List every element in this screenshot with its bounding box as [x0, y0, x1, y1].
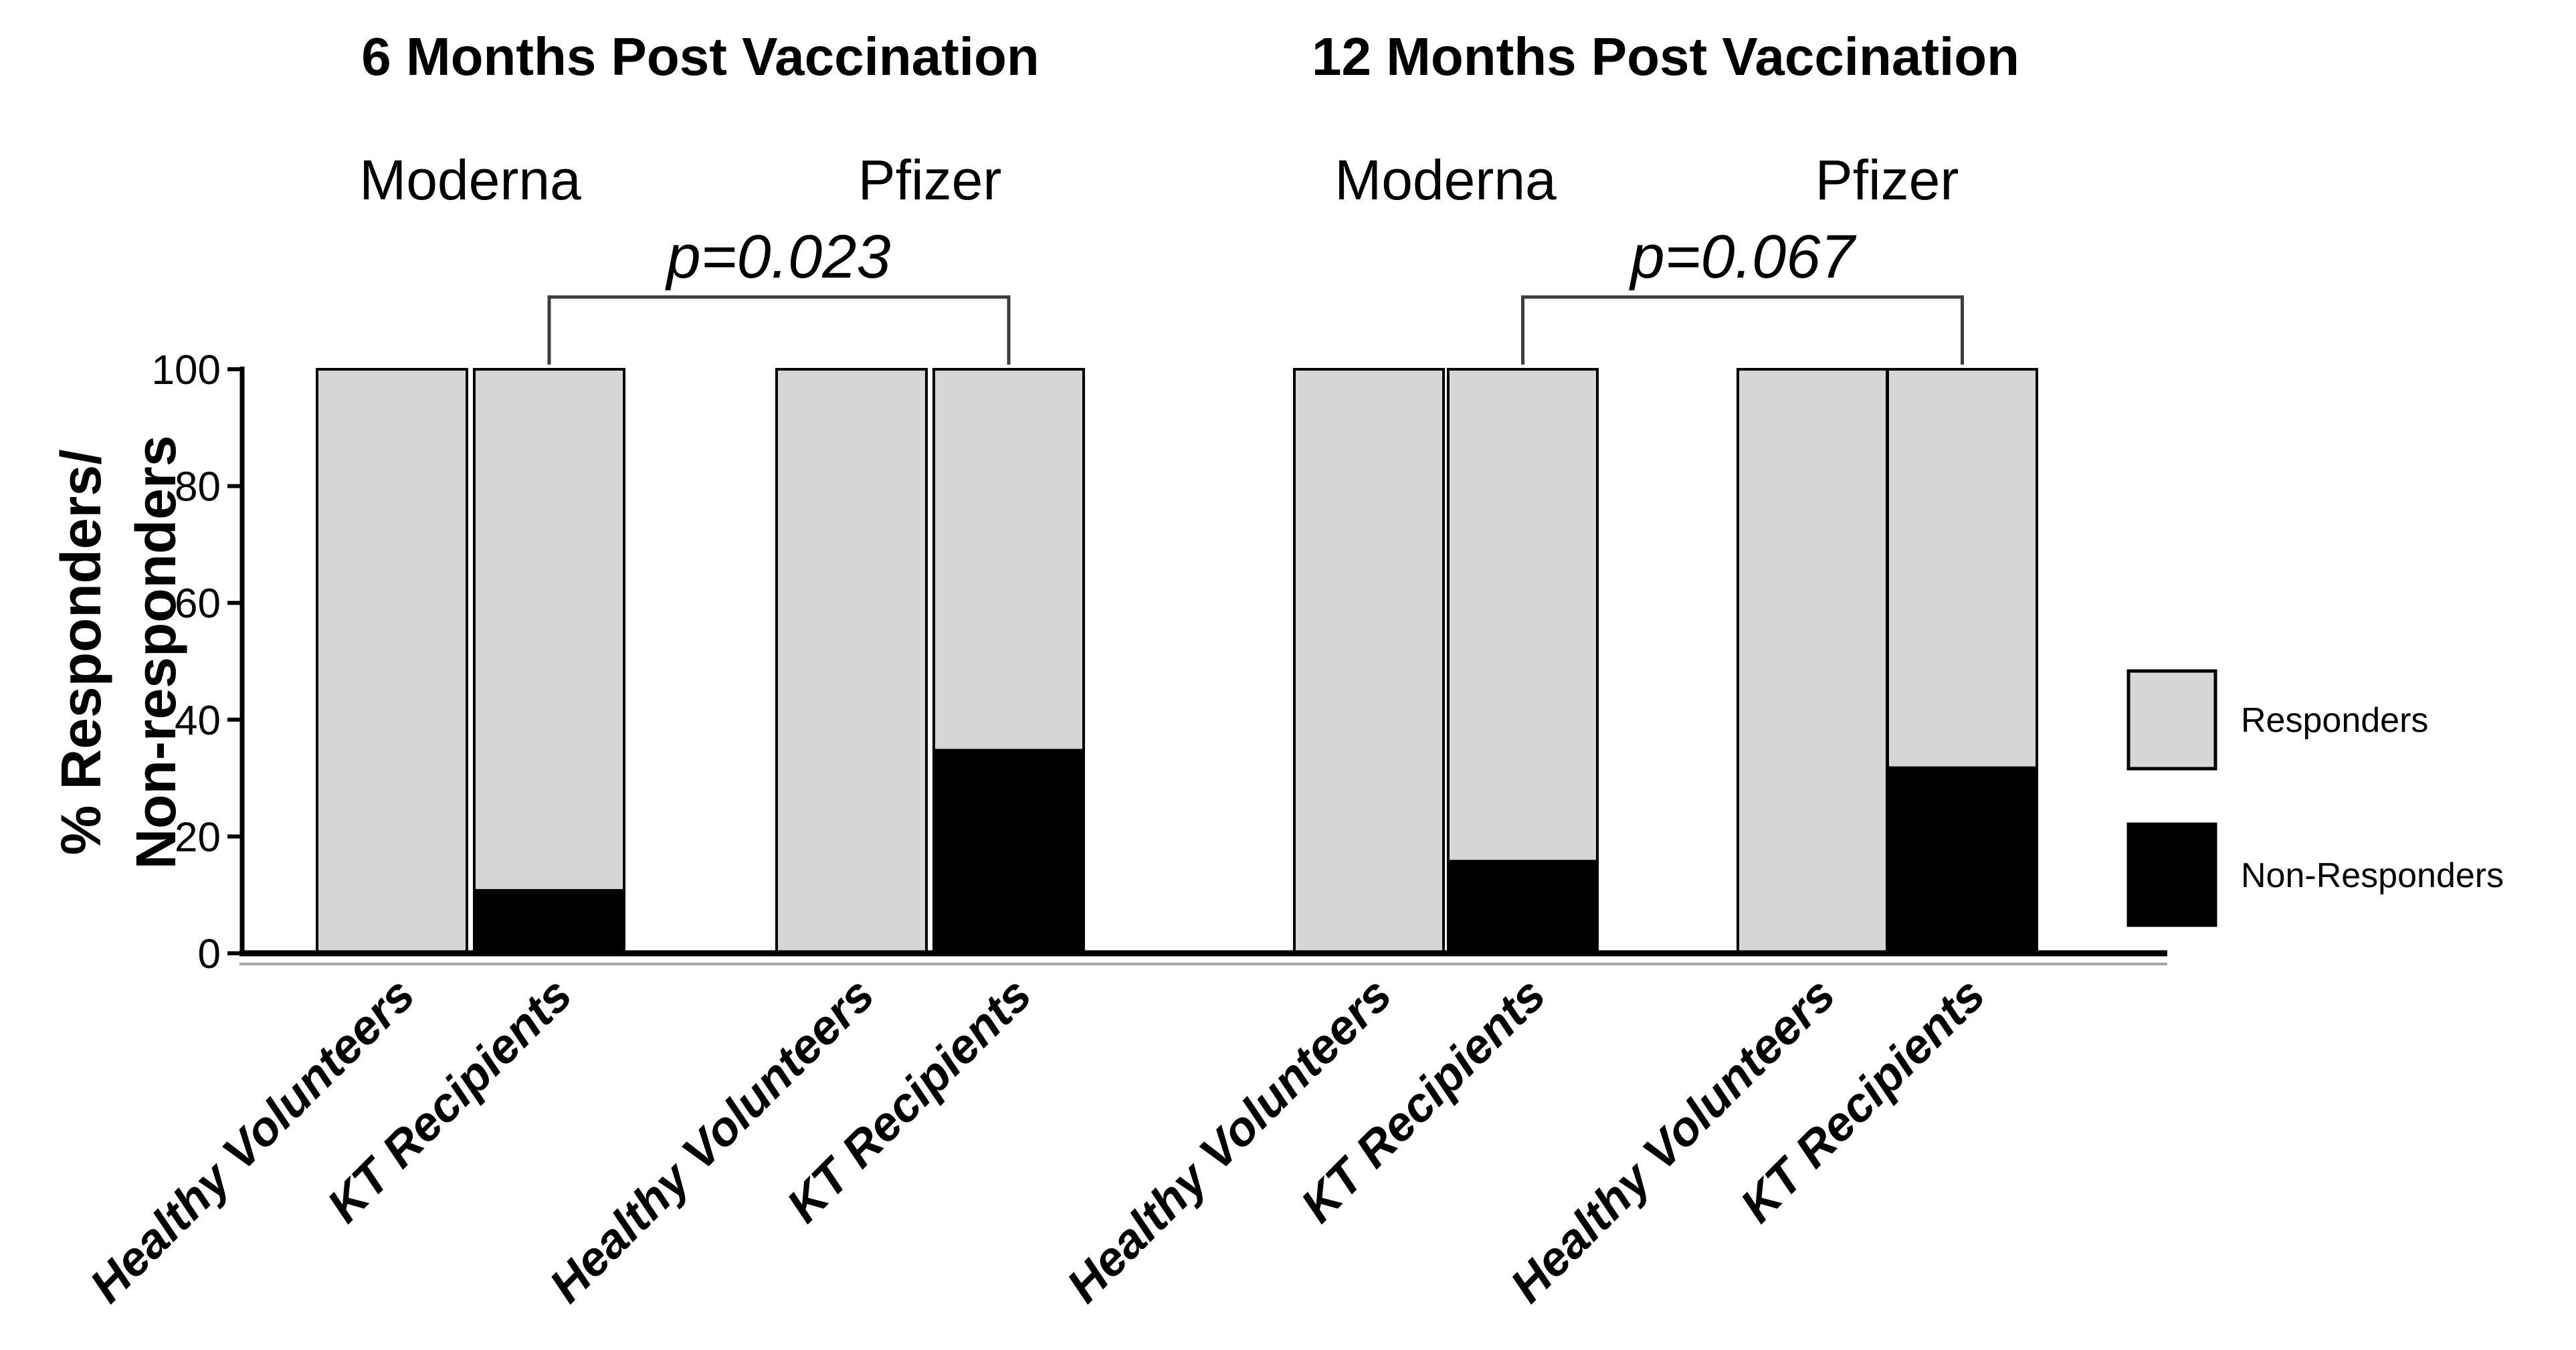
y-axis-tick-label: 80: [175, 464, 221, 510]
bar-responders-segment: [474, 369, 624, 953]
vaccine-label-pfizer-6m: Pfizer: [858, 149, 1002, 211]
legend-swatch-non-responders: [2126, 822, 2217, 927]
bar-non-responders-segment: [934, 749, 1084, 953]
vaccine-label-moderna-12m: Moderna: [1334, 149, 1557, 211]
p-value-brackets: [547, 295, 1964, 365]
bar-responders-segment: [1294, 369, 1444, 953]
p-value-bracket: [547, 295, 1011, 365]
p-value-12-months: p=0.067: [1628, 223, 1856, 291]
bar-non-responders-segment: [474, 888, 624, 953]
bars-group: [316, 368, 2038, 955]
panel-title-12-months: 12 Months Post Vaccination: [1312, 27, 2019, 86]
bar-responders-segment: [1448, 369, 1597, 953]
y-axis: 0 20 40 60 80 100 % Responders/ Non-responder…: [49, 347, 245, 977]
legend-label-responders: Responders: [2241, 701, 2428, 740]
bar-non-responders-segment: [1448, 860, 1597, 953]
panel-title-6-months: 6 Months Post Vaccination: [361, 27, 1039, 86]
bar-responders-segment: [777, 369, 926, 953]
legend-label-non-responders: Non-Responders: [2241, 856, 2504, 895]
bar-responders-segment: [317, 369, 467, 953]
bar-non-responders-segment: [1888, 766, 2037, 953]
y-axis-tick-label: 40: [175, 698, 221, 744]
p-value-6-months: p=0.023: [664, 223, 890, 291]
p-value-bracket: [1521, 295, 1964, 365]
y-axis-ticks: 0 20 40 60 80 100: [152, 347, 243, 977]
legend-swatch-responders: [2126, 669, 2217, 771]
y-axis-tick-label: 60: [175, 581, 221, 627]
bar-responders-segment: [1738, 369, 1887, 953]
y-axis-tick-label: 20: [175, 814, 221, 860]
y-axis-tick-label: 100: [152, 347, 221, 393]
y-axis-title-line2: Non-responders: [124, 436, 187, 870]
y-axis-title-line1: % Responders/: [49, 450, 112, 856]
legend: Responders Non-Responders: [2126, 669, 2504, 927]
y-axis-tick-label: 0: [198, 931, 221, 977]
vaccine-label-pfizer-12m: Pfizer: [1815, 149, 1959, 211]
vaccine-label-moderna-6m: Moderna: [359, 149, 581, 211]
